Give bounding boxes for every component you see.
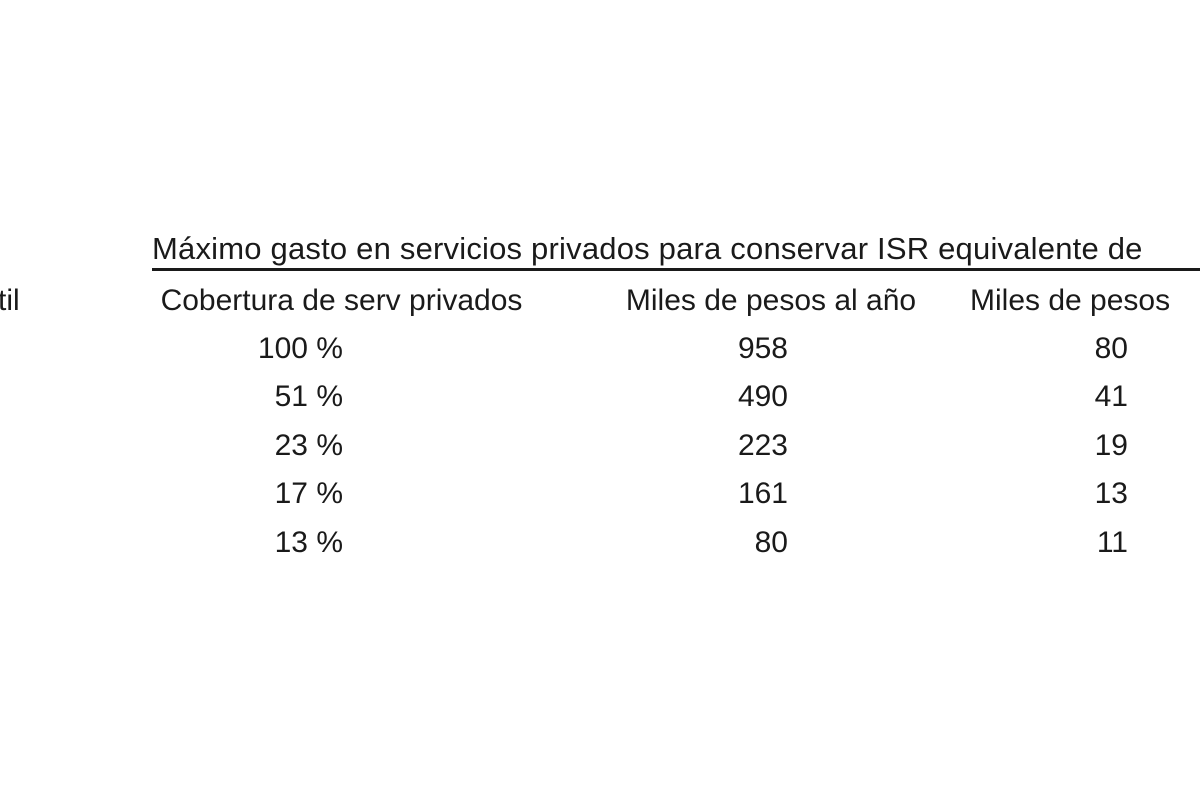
cell-miles-extra: 19 — [1094, 429, 1128, 462]
cell-miles-extra: 80 — [1094, 332, 1128, 365]
cell-miles-anio: 958 — [737, 332, 788, 365]
cell-miles-extra: 11 — [1096, 526, 1128, 559]
cell-miles-anio: 80 — [754, 526, 788, 559]
cell-cobertura: 23 % — [274, 429, 343, 462]
column-header-cobertura: Cobertura de serv privados — [160, 284, 523, 317]
cell-miles-anio: 161 — [737, 477, 788, 510]
table-title: Máximo gasto en servicios privados para … — [152, 231, 1200, 271]
column-header-miles-pesos-anio: Miles de pesos al año — [625, 284, 917, 317]
cell-cobertura: 13 % — [274, 526, 343, 559]
cell-miles-anio: 223 — [737, 429, 788, 462]
table-title-text: Máximo gasto en servicios privados para … — [152, 231, 1143, 266]
cell-cobertura: 100 % — [257, 332, 343, 365]
cell-miles-anio: 490 — [737, 380, 788, 413]
cell-miles-extra: 13 — [1094, 477, 1128, 510]
row-label-fragment-til: til — [0, 284, 20, 317]
cell-cobertura: 51 % — [274, 380, 343, 413]
cell-cobertura: 17 % — [274, 477, 343, 510]
cell-miles-extra: 41 — [1094, 380, 1128, 413]
column-header-miles-pesos-cutoff: Miles de pesos — [970, 284, 1171, 317]
